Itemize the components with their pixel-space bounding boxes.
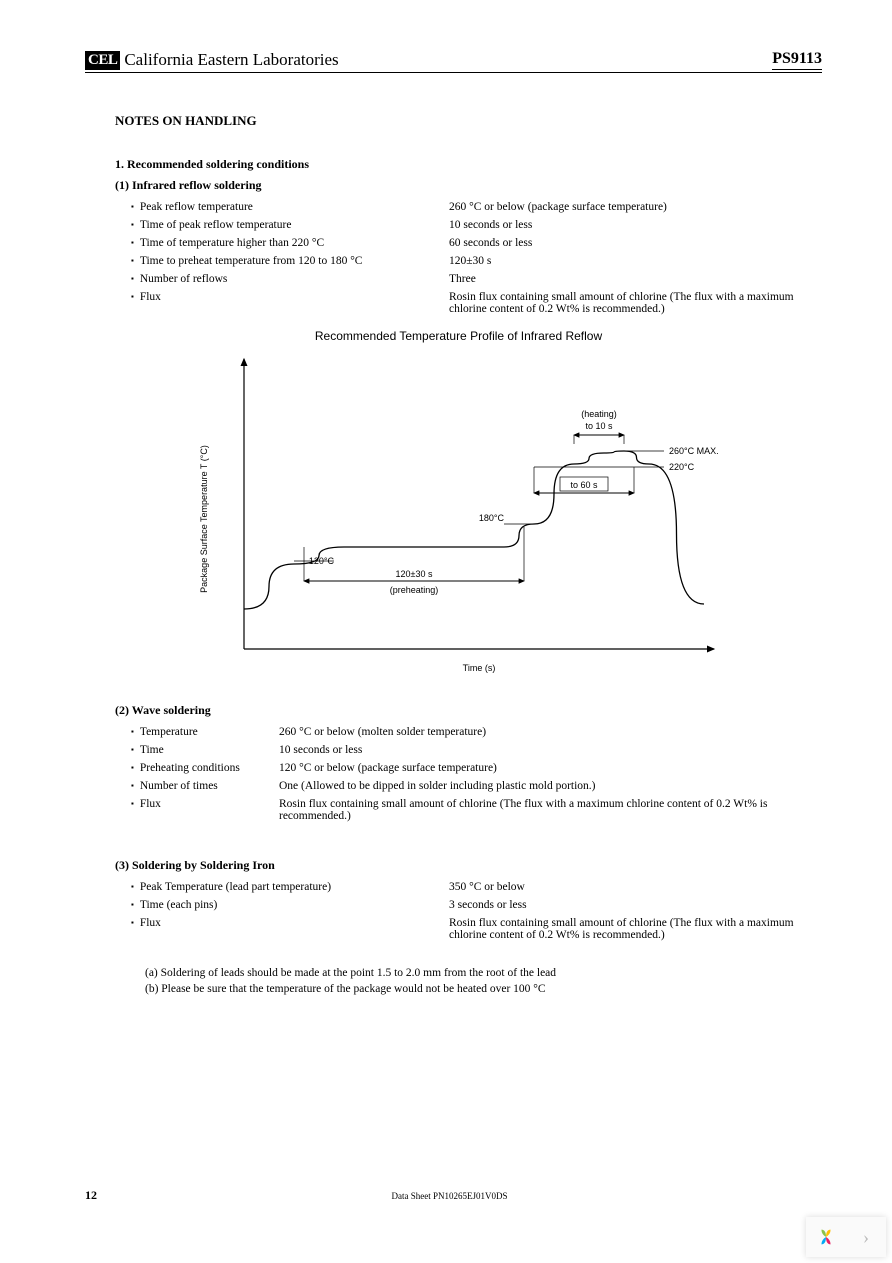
page-nav-widget: › — [806, 1217, 886, 1257]
page-footer: 12 Data Sheet PN10265EJ01V0DS — [85, 1188, 822, 1203]
spec-label: Time — [117, 742, 277, 758]
spec-value: One (Allowed to be dipped in solder incl… — [279, 778, 800, 794]
chevron-right-icon: › — [863, 1227, 869, 1248]
page-title: NOTES ON HANDLING — [115, 113, 802, 129]
table-row: Preheating conditions120 °C or below (pa… — [117, 760, 800, 776]
table-row: Peak Temperature (lead part temperature)… — [117, 879, 800, 895]
table-row: FluxRosin flux containing small amount o… — [117, 915, 800, 943]
nav-home-button[interactable] — [806, 1217, 846, 1257]
reflow-profile-svg: Package Surface Temperature T (°C) Time (… — [189, 349, 729, 679]
spec-value: 350 °C or below — [449, 879, 800, 895]
svg-text:260°C MAX.: 260°C MAX. — [669, 446, 719, 456]
spec-label: Number of reflows — [117, 271, 447, 287]
table-row: FluxRosin flux containing small amount o… — [117, 796, 800, 824]
logo-block: CEL California Eastern Laboratories — [85, 50, 339, 70]
table-row: Number of timesOne (Allowed to be dipped… — [117, 778, 800, 794]
table-row: Number of reflowsThree — [117, 271, 800, 287]
datasheet-id: Data Sheet PN10265EJ01V0DS — [392, 1191, 508, 1201]
table-row: Time10 seconds or less — [117, 742, 800, 758]
table-row: Time of peak reflow temperature10 second… — [117, 217, 800, 233]
lab-name: California Eastern Laboratories — [124, 50, 338, 70]
spec-value: 260 °C or below (molten solder temperatu… — [279, 724, 800, 740]
spec-value: 60 seconds or less — [449, 235, 800, 251]
spec-label: Flux — [117, 915, 447, 943]
section-1-3-heading: (3) Soldering by Soldering Iron — [115, 858, 802, 873]
spec-value: 260 °C or below (package surface tempera… — [449, 199, 800, 215]
table-row: Temperature260 °C or below (molten solde… — [117, 724, 800, 740]
spec-label: Peak Temperature (lead part temperature) — [117, 879, 447, 895]
table-row: Time to preheat temperature from 120 to … — [117, 253, 800, 269]
spec-label: Time to preheat temperature from 120 to … — [117, 253, 447, 269]
reflow-chart: Recommended Temperature Profile of Infra… — [115, 329, 802, 683]
table-row: Peak reflow temperature260 °C or below (… — [117, 199, 800, 215]
spec-value: Three — [449, 271, 800, 287]
iron-notes: (a) Soldering of leads should be made at… — [115, 965, 802, 997]
spec-label: Flux — [117, 289, 447, 317]
spec-value: 120±30 s — [449, 253, 800, 269]
spec-value: 10 seconds or less — [279, 742, 800, 758]
svg-text:Time (s): Time (s) — [462, 663, 495, 673]
logo-icon: CEL — [85, 51, 120, 70]
spec-label: Temperature — [117, 724, 277, 740]
spec-value: 10 seconds or less — [449, 217, 800, 233]
spec-label: Time of peak reflow temperature — [117, 217, 447, 233]
page-header: CEL California Eastern Laboratories PS91… — [85, 50, 822, 73]
flower-icon — [815, 1226, 837, 1248]
table-row: FluxRosin flux containing small amount o… — [117, 289, 800, 317]
part-number: PS9113 — [772, 50, 822, 70]
nav-next-button[interactable]: › — [846, 1217, 886, 1257]
chart-title: Recommended Temperature Profile of Infra… — [115, 329, 802, 343]
section-1-heading: 1. Recommended soldering conditions — [115, 157, 802, 172]
svg-text:to 10 s: to 10 s — [585, 421, 613, 431]
spec-label: Number of times — [117, 778, 277, 794]
svg-text:180°C: 180°C — [478, 513, 504, 523]
spec-value: Rosin flux containing small amount of ch… — [279, 796, 800, 824]
svg-text:Package Surface Temperature: Package Surface Temperature T (°C) — [199, 445, 209, 593]
spec-value: Rosin flux containing small amount of ch… — [449, 289, 800, 317]
spec-value: Rosin flux containing small amount of ch… — [449, 915, 800, 943]
svg-text:(heating): (heating) — [581, 409, 617, 419]
spec-table-iron: Peak Temperature (lead part temperature)… — [115, 877, 802, 945]
svg-text:to 60 s: to 60 s — [570, 480, 598, 490]
spec-value: 3 seconds or less — [449, 897, 800, 913]
page-number: 12 — [85, 1188, 97, 1203]
table-row: Time (each pins)3 seconds or less — [117, 897, 800, 913]
spec-label: Time (each pins) — [117, 897, 447, 913]
svg-text:(preheating): (preheating) — [389, 585, 438, 595]
spec-table-ir-reflow: Peak reflow temperature260 °C or below (… — [115, 197, 802, 319]
spec-label: Preheating conditions — [117, 760, 277, 776]
table-row: Time of temperature higher than 220 °C60… — [117, 235, 800, 251]
spec-label: Flux — [117, 796, 277, 824]
svg-text:120±30 s: 120±30 s — [395, 569, 432, 579]
spec-value: 120 °C or below (package surface tempera… — [279, 760, 800, 776]
note-b: (b) Please be sure that the temperature … — [145, 981, 802, 997]
svg-text:220°C: 220°C — [669, 462, 695, 472]
spec-label: Time of temperature higher than 220 °C — [117, 235, 447, 251]
section-1-1-heading: (1) Infrared reflow soldering — [115, 178, 802, 193]
section-1-2-heading: (2) Wave soldering — [115, 703, 802, 718]
spec-table-wave: Temperature260 °C or below (molten solde… — [115, 722, 802, 826]
spec-label: Peak reflow temperature — [117, 199, 447, 215]
note-a: (a) Soldering of leads should be made at… — [145, 965, 802, 981]
